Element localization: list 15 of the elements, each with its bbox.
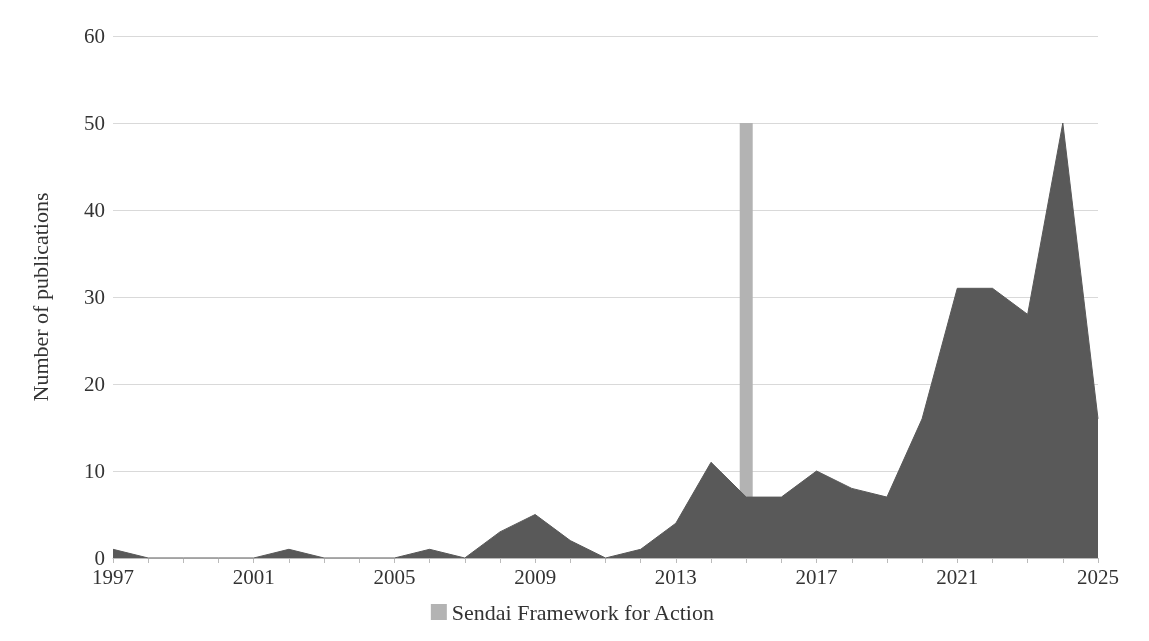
y-tick-label: 20 [84,372,105,396]
legend-label: Sendai Framework for Action [451,599,714,625]
x-tick-label: 2001 [232,564,275,589]
x-tick-label: 2021 [936,564,979,589]
x-tick-label: 2005 [373,564,416,589]
x-tick-label: 2009 [514,564,557,589]
y-tick-label: 10 [84,459,105,483]
y-tick-label: 40 [84,198,105,222]
y-axis-title: Number of publications [27,192,53,402]
x-tick-label: 2017 [795,564,838,589]
y-tick-label: 50 [84,111,105,135]
x-tick-label: 2013 [654,564,697,589]
y-tick-label: 60 [84,24,105,48]
x-tick-label: 2025 [1077,564,1119,589]
y-tick-label: 30 [84,285,105,309]
